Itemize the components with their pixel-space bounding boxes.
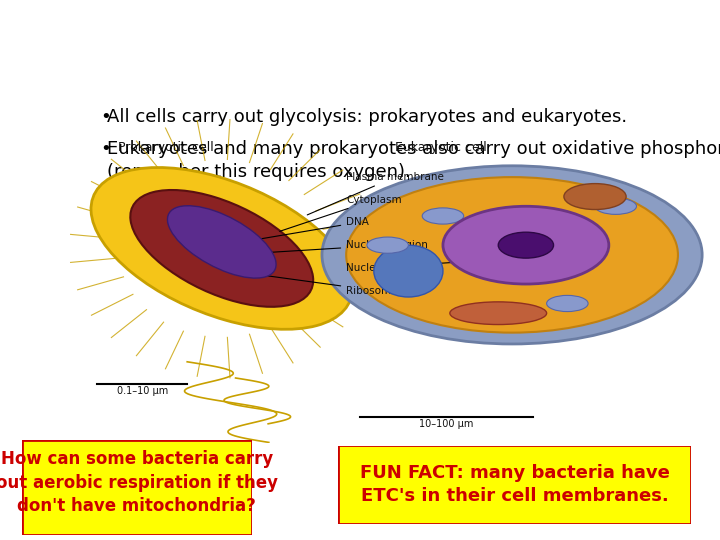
Ellipse shape — [422, 208, 464, 224]
Text: Eukaryotes and many prokaryotes also carry out oxidative phosphorylation
(rememb: Eukaryotes and many prokaryotes also car… — [107, 140, 720, 181]
Text: Cytoplasm: Cytoplasm — [279, 195, 402, 231]
Ellipse shape — [595, 198, 636, 214]
Text: FUN FACT: many bacteria have
ETC's in their cell membranes.: FUN FACT: many bacteria have ETC's in th… — [360, 464, 670, 505]
Text: DNA: DNA — [246, 218, 369, 241]
Ellipse shape — [367, 237, 408, 253]
Text: All cells carry out glycolysis: prokaryotes and eukaryotes.: All cells carry out glycolysis: prokaryo… — [107, 109, 627, 126]
Text: Nucleoid region: Nucleoid region — [231, 240, 428, 255]
FancyBboxPatch shape — [22, 440, 252, 535]
Ellipse shape — [498, 232, 554, 258]
Ellipse shape — [91, 167, 353, 329]
Ellipse shape — [450, 302, 546, 325]
FancyBboxPatch shape — [338, 446, 691, 524]
Text: How can some bacteria carry
out aerobic respiration if they
don't have mitochond: How can some bacteria carry out aerobic … — [0, 450, 278, 515]
Text: •: • — [100, 140, 111, 158]
Text: 10–100 μm: 10–100 μm — [419, 418, 474, 429]
Ellipse shape — [346, 177, 678, 333]
Text: Nucleus: Nucleus — [346, 261, 468, 273]
Ellipse shape — [130, 190, 313, 307]
Text: •: • — [100, 109, 111, 126]
Ellipse shape — [168, 206, 276, 278]
Ellipse shape — [564, 184, 626, 210]
Text: Ribosomes: Ribosomes — [259, 275, 403, 295]
Text: Prokaryotic cell: Prokaryotic cell — [118, 141, 214, 154]
Ellipse shape — [546, 295, 588, 312]
Ellipse shape — [443, 206, 609, 284]
Ellipse shape — [374, 245, 443, 297]
Ellipse shape — [322, 166, 702, 344]
Text: 0.1–10 μm: 0.1–10 μm — [117, 386, 168, 396]
Text: Plasma membrane: Plasma membrane — [307, 172, 444, 215]
Text: Eukaryotic cell: Eukaryotic cell — [395, 141, 486, 154]
